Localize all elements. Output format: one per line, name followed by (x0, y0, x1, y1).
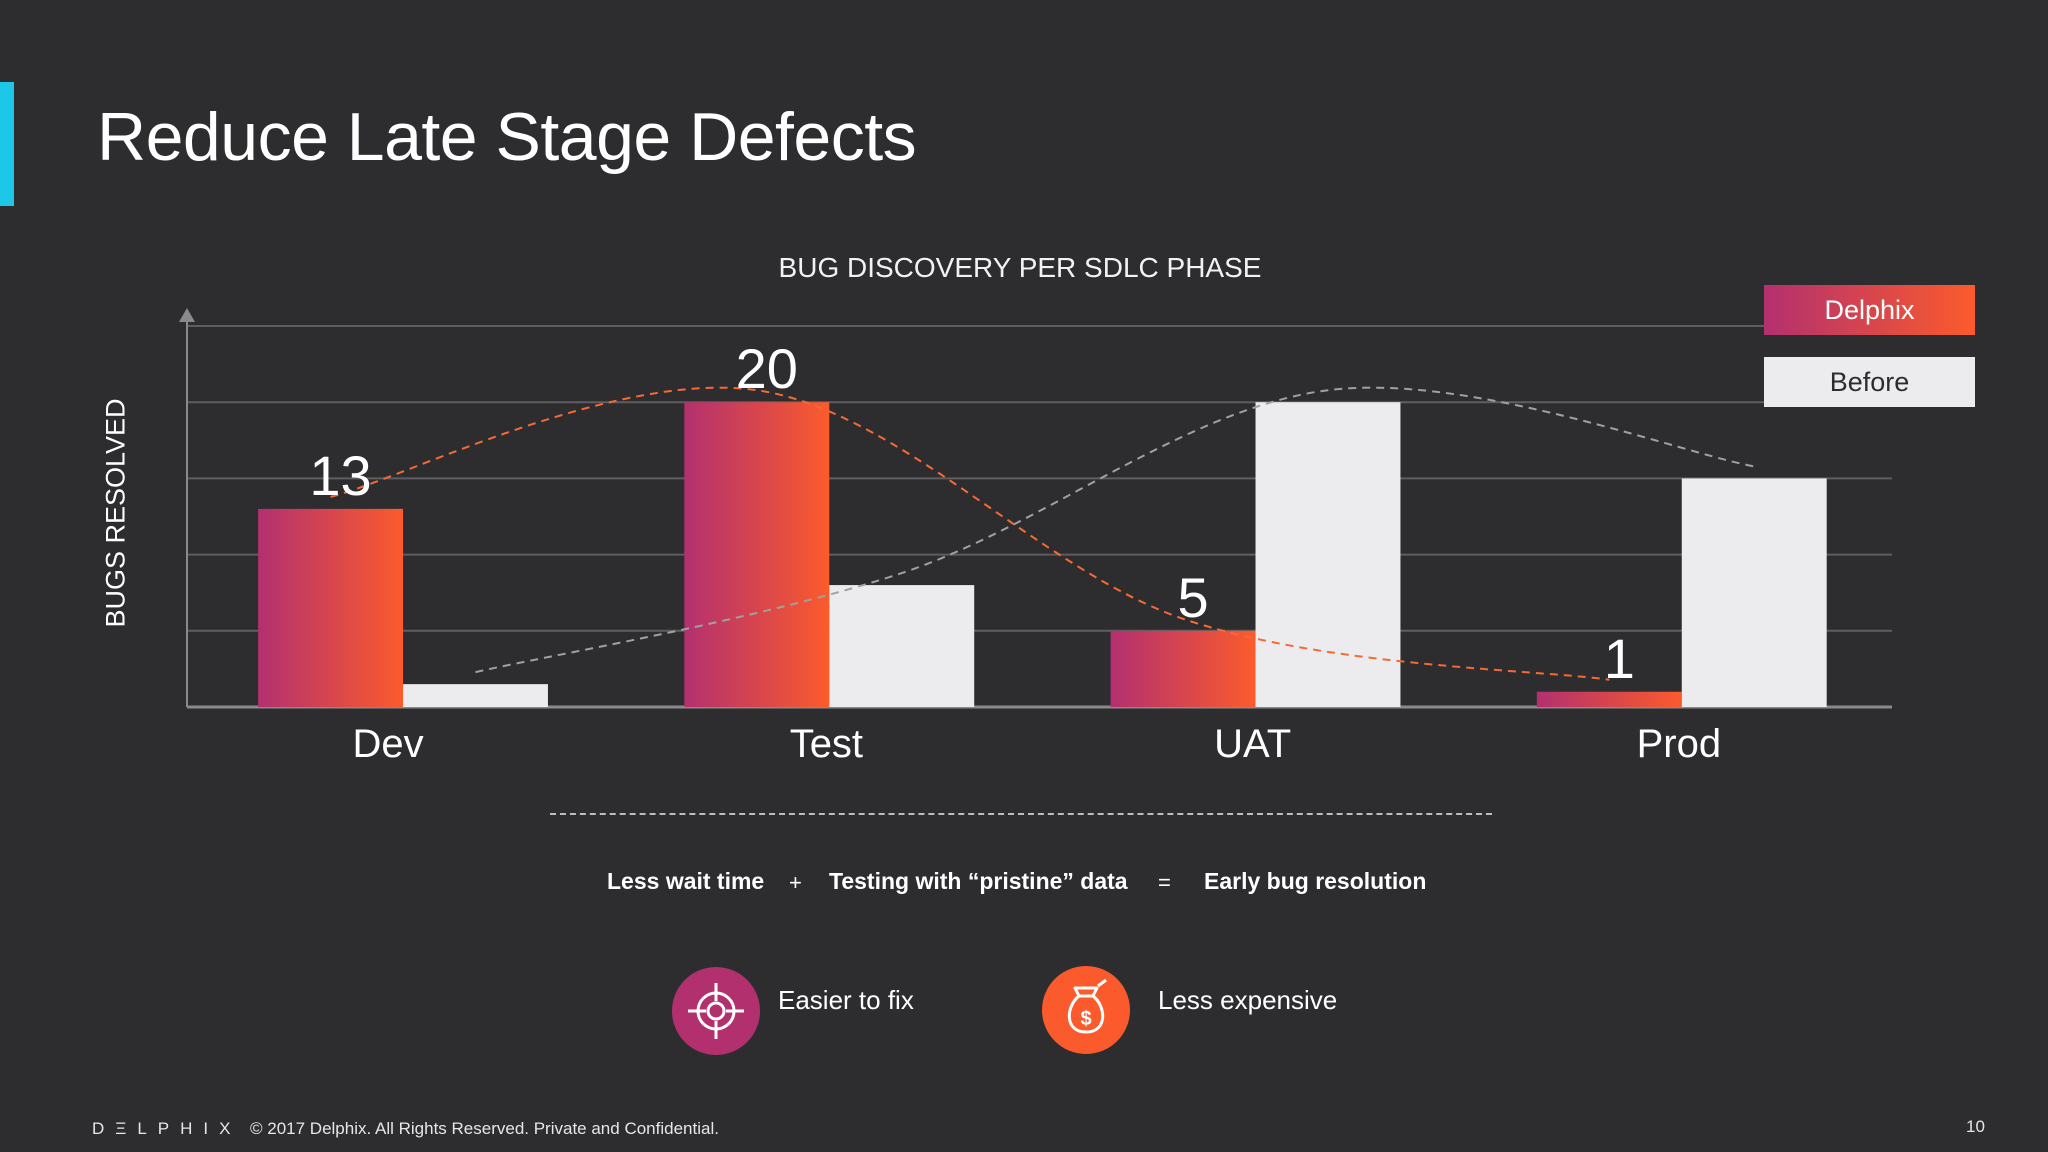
legend-delphix: Delphix (1764, 285, 1975, 335)
data-label-delphix-prod: 1 (1604, 627, 1635, 690)
footer-logo: DΞLPHIX (92, 1119, 242, 1138)
x-tick-label-test: Test (790, 722, 863, 766)
page-number: 10 (1966, 1117, 1985, 1136)
bar-delphix-prod (1536, 691, 1682, 707)
bars (258, 402, 1827, 707)
trend-line-delphix (330, 386, 1610, 681)
x-tick-label-dev: Dev (353, 722, 424, 766)
equation-term-wait-time: Less wait time (607, 868, 765, 894)
chart-title: BUG DISCOVERY PER SDLC PHASE (778, 252, 1262, 283)
bar-before-test (829, 585, 975, 707)
money-bag-icon: $ (1042, 966, 1130, 1054)
slide-title: Reduce Late Stage Defects (97, 99, 917, 175)
title-accent-bar (0, 82, 14, 206)
benefit-less-expensive: Less expensive (1158, 985, 1338, 1015)
axes (179, 308, 1892, 709)
x-tick-label-prod: Prod (1637, 722, 1722, 766)
target-crosshair-icon (672, 967, 760, 1055)
bar-delphix-uat (1110, 630, 1256, 707)
y-axis-arrow (179, 308, 195, 322)
x-tick-label-uat: UAT (1214, 722, 1291, 766)
data-label-delphix-uat: 5 (1177, 566, 1208, 629)
equation-result: Early bug resolution (1204, 868, 1427, 894)
bar-before-uat (1255, 402, 1401, 707)
dashed-divider (550, 813, 1492, 815)
equation-term-pristine-data: Testing with “pristine” data (829, 868, 1128, 894)
bar-before-dev (403, 684, 548, 707)
data-label-delphix-test: 20 (736, 337, 798, 400)
gridlines (187, 325, 1892, 632)
bar-delphix-test (684, 402, 830, 707)
legend-before: Before (1764, 357, 1975, 407)
bar-before-prod (1681, 478, 1827, 707)
bar-delphix-dev (258, 508, 404, 707)
trend-line-before (475, 386, 1755, 674)
trend-lines (330, 386, 1755, 681)
data-label-delphix-dev: 13 (309, 444, 371, 507)
equation-plus: + (789, 870, 802, 895)
equation-equals: = (1158, 870, 1171, 895)
svg-text:$: $ (1080, 1008, 1091, 1030)
footer-copyright: © 2017 Delphix. All Rights Reserved. Pri… (250, 1119, 719, 1138)
benefit-easier-to-fix: Easier to fix (778, 985, 914, 1015)
